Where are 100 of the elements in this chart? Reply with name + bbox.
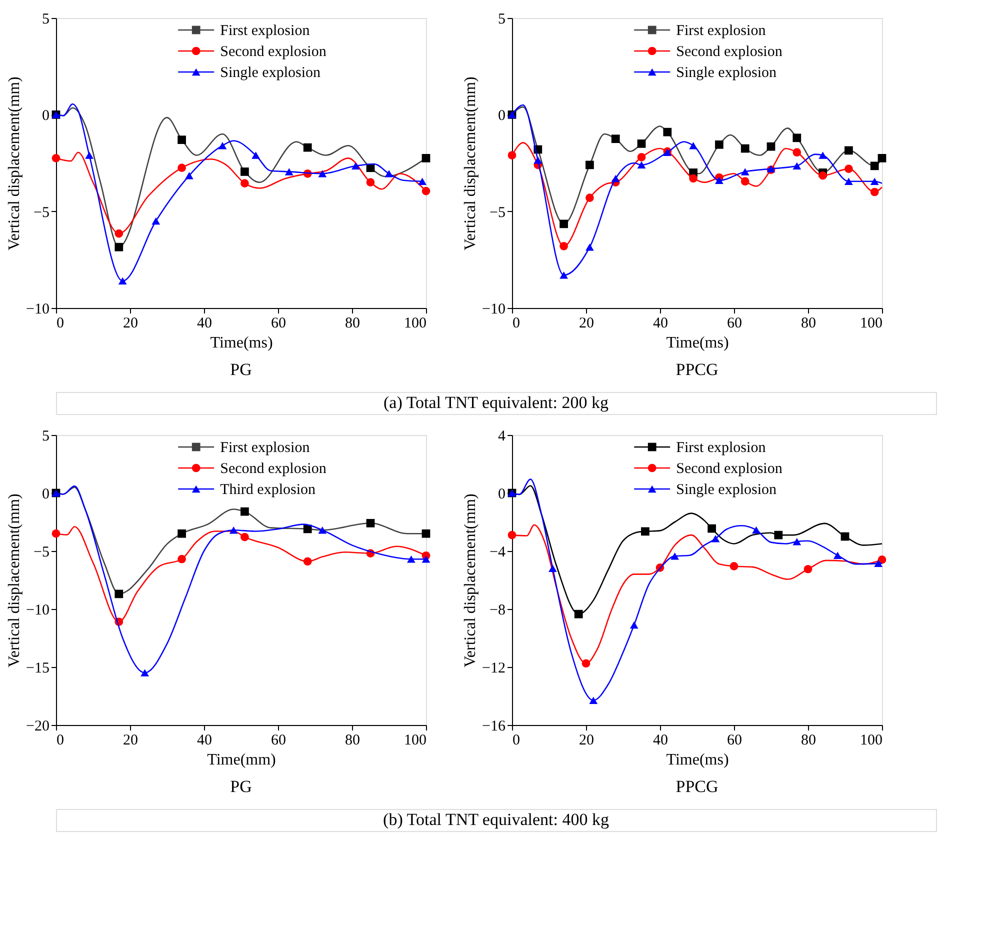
point	[663, 128, 672, 136]
y-tick-label: 5	[498, 12, 506, 28]
legend-label: First explosion	[220, 440, 310, 456]
point	[118, 277, 127, 285]
point	[560, 272, 568, 279]
point	[152, 217, 160, 225]
point	[140, 669, 149, 676]
point	[630, 621, 638, 629]
y-tick-label: −12	[482, 660, 506, 676]
point	[52, 154, 60, 162]
point	[418, 178, 426, 185]
legend-label: Second explosion	[220, 44, 327, 60]
point	[833, 552, 842, 559]
y-tick-label: −5	[34, 204, 50, 221]
point	[366, 518, 375, 528]
point	[366, 178, 375, 187]
point	[637, 153, 646, 162]
text: (b) Total TNT equivalent: 400 kg	[383, 810, 610, 829]
point	[670, 552, 679, 560]
point	[318, 170, 327, 178]
point	[874, 560, 882, 567]
y-tick-label: −20	[26, 718, 50, 734]
point	[586, 194, 594, 202]
x-tick-label: 60	[271, 316, 286, 332]
point	[352, 162, 360, 170]
point	[240, 507, 249, 516]
point	[844, 178, 853, 185]
x-tick-label: 0	[56, 316, 64, 332]
y-axis-title: Vertical displacement(mm)	[462, 76, 480, 250]
x-tick-label: 60	[727, 316, 742, 332]
point	[560, 242, 568, 250]
point	[818, 152, 827, 159]
x-tick-label: 80	[801, 316, 816, 332]
point	[284, 168, 294, 176]
point	[641, 527, 650, 536]
y-tick-label: 5	[42, 428, 50, 444]
point	[508, 151, 516, 160]
point	[534, 156, 542, 164]
legend-label: Single explosion	[676, 65, 778, 81]
x-tick-label: 100	[404, 732, 426, 748]
point	[384, 170, 394, 178]
point	[178, 554, 186, 564]
text: (a) Total TNT equivalent: 200 kg	[384, 393, 609, 412]
legend-label: Second explosion	[676, 44, 783, 60]
point	[715, 140, 724, 149]
point	[240, 532, 249, 542]
point	[637, 139, 646, 148]
x-tick-label: 40	[197, 316, 212, 332]
point	[740, 144, 750, 153]
point	[818, 171, 827, 180]
point	[422, 186, 430, 196]
legend-label: Third explosion	[220, 482, 316, 498]
text: PPCG	[676, 360, 718, 379]
y-tick-label: −5	[490, 204, 506, 221]
x-tick-label: 80	[345, 732, 360, 748]
point	[422, 529, 430, 538]
point	[730, 562, 738, 570]
x-tick-label: 100	[860, 316, 882, 332]
y-tick-label: 0	[42, 486, 50, 502]
point	[114, 242, 124, 252]
point	[611, 174, 620, 182]
y-tick-label: −5	[34, 544, 50, 560]
point	[240, 179, 249, 188]
point	[178, 164, 186, 172]
text: PG	[230, 777, 252, 796]
legend-label: Single explosion	[220, 65, 322, 81]
x-tick-label: 0	[512, 732, 520, 748]
point	[689, 174, 698, 183]
x-tick-label: 0	[512, 316, 520, 332]
point	[303, 557, 312, 566]
x-tick-label: 20	[123, 732, 138, 748]
point	[508, 530, 516, 540]
point	[715, 176, 724, 184]
x-tick-label: 100	[860, 732, 882, 748]
x-tick-label: 100	[404, 316, 426, 332]
y-tick-label: 0	[498, 486, 506, 502]
legend-label: First explosion	[676, 23, 766, 39]
point	[422, 154, 430, 162]
point	[689, 142, 698, 150]
y-tick-label: 5	[42, 12, 50, 28]
point	[318, 526, 327, 534]
point	[407, 555, 416, 563]
y-tick-label: −16	[482, 718, 506, 734]
point	[586, 243, 594, 251]
point	[582, 659, 590, 668]
point	[844, 164, 853, 173]
legend-label: Second explosion	[676, 461, 783, 477]
x-tick-label: 40	[653, 732, 668, 748]
point	[766, 142, 776, 151]
point	[586, 160, 594, 170]
point	[611, 134, 620, 144]
y-tick-label: −4	[490, 544, 506, 560]
point	[792, 162, 802, 170]
y-tick-label: −15	[26, 660, 50, 676]
point	[229, 526, 238, 534]
x-tick-label: 20	[123, 316, 138, 332]
x-tick-label: 20	[579, 732, 594, 748]
text: PG	[230, 360, 252, 379]
point	[240, 168, 249, 176]
point	[774, 530, 783, 540]
